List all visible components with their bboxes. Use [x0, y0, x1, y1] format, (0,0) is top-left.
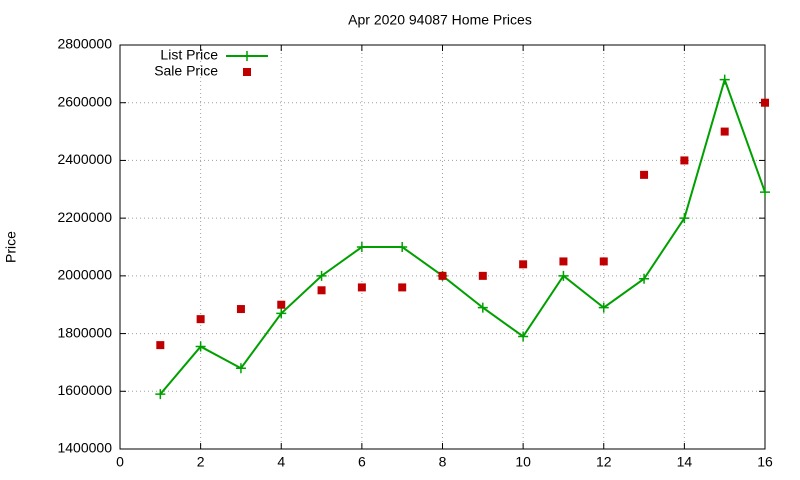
y-tick-label: 2200000 [57, 209, 112, 225]
data-point [558, 270, 569, 281]
x-tick-label: 14 [677, 454, 693, 470]
chart-title: Apr 2020 94087 Home Prices [348, 12, 532, 28]
y-tick-label: 2600000 [57, 93, 112, 109]
data-point [438, 271, 447, 280]
legend-marker [242, 51, 252, 61]
data-point [599, 257, 608, 266]
data-point [316, 270, 327, 281]
plot-frame [119, 44, 766, 450]
data-point [761, 98, 769, 107]
data-point [236, 305, 245, 314]
y-tick-label: 2400000 [57, 151, 112, 167]
legend-marker [243, 68, 251, 76]
data-point [156, 341, 165, 350]
data-point [680, 156, 689, 165]
data-point [397, 242, 408, 252]
x-tick-label: 16 [757, 454, 773, 470]
y-tick-label: 1800000 [57, 324, 112, 340]
x-tick-label: 0 [116, 454, 124, 470]
y-tick-label: 2800000 [57, 36, 112, 52]
legend-label: List Price [160, 47, 218, 63]
y-tick-label: 1400000 [57, 440, 112, 456]
data-point [195, 341, 206, 352]
data-point [519, 260, 528, 269]
data-point [317, 286, 326, 295]
y-tick-label: 1600000 [57, 382, 112, 398]
x-tick-label: 4 [277, 454, 285, 470]
legend-label: Sale Price [154, 63, 218, 79]
data-point [235, 363, 246, 374]
x-tick-label: 2 [197, 454, 205, 470]
data-point [598, 302, 609, 313]
data-point [639, 273, 650, 284]
y-axis-label: Price [3, 231, 19, 263]
series-line [159, 76, 766, 395]
data-point [719, 74, 730, 85]
data-point [196, 315, 205, 324]
data-point [356, 242, 367, 252]
data-point [720, 127, 729, 136]
x-tick-label: 10 [515, 454, 531, 470]
data-point [477, 302, 488, 313]
x-tick-label: 12 [596, 454, 612, 470]
y-tick-label: 2000000 [57, 267, 112, 283]
data-point [155, 389, 166, 400]
data-point [276, 308, 287, 319]
data-point [559, 257, 568, 266]
data-point [679, 213, 690, 224]
data-point [478, 271, 487, 280]
data-point [357, 283, 366, 292]
x-tick-label: 8 [439, 454, 447, 470]
data-point [277, 300, 286, 309]
data-point [518, 331, 529, 342]
data-point [640, 170, 649, 179]
x-tick-label: 6 [358, 454, 366, 470]
data-point [398, 283, 407, 292]
data-point [760, 187, 770, 198]
